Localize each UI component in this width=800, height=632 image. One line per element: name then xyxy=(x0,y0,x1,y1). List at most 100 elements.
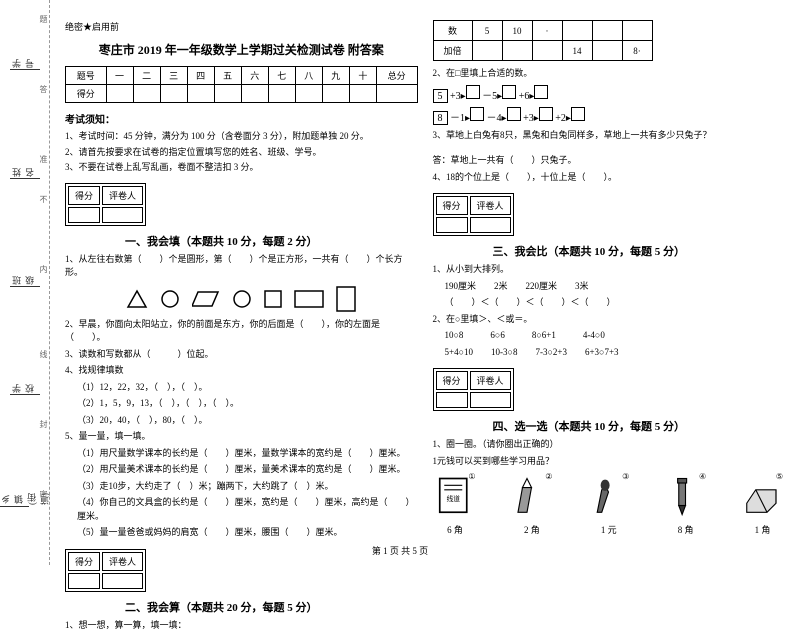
cell: 得分 xyxy=(66,85,107,103)
page-footer: 第 1 页 共 5 页 xyxy=(0,544,800,557)
exam-title: 枣庄市 2019 年一年级数学上学期过关检测试卷 附答案 xyxy=(65,41,418,58)
cell: 得分 xyxy=(436,196,468,215)
empty-box xyxy=(571,107,585,121)
box-value: 5 xyxy=(433,89,448,103)
cell: 5 xyxy=(472,21,502,41)
question: 1元钱可以买到哪些学习用品？ xyxy=(433,455,786,469)
section-score-box: 得分评卷人 xyxy=(433,368,514,411)
cell: 六 xyxy=(241,67,268,85)
item: ② 2 角 xyxy=(509,474,554,536)
op: －1 xyxy=(450,113,465,124)
mark: 内 xyxy=(38,265,49,273)
equation-row: 8 －1▸ －4▸ +3▸ +2▸ xyxy=(433,107,786,125)
item-label: 2 角 xyxy=(509,523,554,536)
cell xyxy=(592,41,622,61)
question: 3、草地上白兔有8只，黑兔和白兔同样多，草地上一共有多少只兔子？ xyxy=(433,129,786,143)
mark: 不 xyxy=(38,195,49,203)
cell: 14 xyxy=(562,41,592,61)
question: （1）用尺量数学课本的长约是（ ）厘米，量数学课本的宽约是（ ）厘米。 xyxy=(65,447,418,461)
notice-item: 3、不要在试卷上乱写乱画，卷面不整洁扣 3 分。 xyxy=(65,161,418,174)
right-column: 数 5 10 · 加倍 14 8 · xyxy=(433,20,786,535)
item-label: 8 角 xyxy=(663,523,708,536)
table-row: 得分 xyxy=(66,85,418,103)
binding-group: 班级 xyxy=(10,276,40,286)
op: －4 xyxy=(487,113,502,124)
table-row: 数 5 10 · xyxy=(433,21,652,41)
item-number: ① xyxy=(468,472,475,481)
op: +3 xyxy=(523,113,534,124)
cell: 四 xyxy=(187,67,214,85)
question: 4、18的个位上是（ ），十位上是（ ）。 xyxy=(433,171,786,185)
secret-label: 绝密★启用前 xyxy=(65,20,418,33)
cell xyxy=(472,41,502,61)
item-number: ② xyxy=(545,472,552,481)
parallelogram-icon xyxy=(192,290,220,308)
question: 2、在○里填＞、＜或＝。 xyxy=(433,313,786,327)
triangle-icon xyxy=(126,289,148,309)
binding-line xyxy=(10,394,40,395)
section-3-title: 三、我会比（本题共 10 分，每题 5 分） xyxy=(493,243,786,259)
item: ⑤ 1 角 xyxy=(740,474,785,536)
question: 1、从左往右数第（ ）个是圆形，第（ ）个是正方形，一共有（ ）个长方形。 xyxy=(65,253,418,280)
binding-label: 班级 xyxy=(10,276,36,286)
op: －5 xyxy=(482,91,497,102)
mark: 题 xyxy=(38,15,49,23)
binding-line xyxy=(10,69,40,70)
binding-label: 学校 xyxy=(10,384,36,394)
cell: 二 xyxy=(133,67,160,85)
cell xyxy=(622,21,652,41)
binding-line xyxy=(10,286,40,287)
question: （3）走10步，大约走了（ ）米；蹦两下，大约跳了（ ）米。 xyxy=(65,480,418,494)
cell: 题号 xyxy=(66,67,107,85)
mark: 答 xyxy=(38,85,49,93)
question: （4）你自己的文具盒的长约是（ ）厘米，宽约是（ ）厘米，高约是（ ）厘米。 xyxy=(65,496,418,523)
cell: 得分 xyxy=(436,371,468,390)
left-column: 绝密★启用前 枣庄市 2019 年一年级数学上学期过关检测试卷 附答案 题号 一… xyxy=(65,20,418,535)
item-number: ③ xyxy=(622,472,629,481)
cell: 评卷人 xyxy=(470,196,511,215)
item: ③ 1 元 xyxy=(586,474,631,536)
item-label: 1 元 xyxy=(586,523,631,536)
question: 4、找规律填数 xyxy=(65,364,418,378)
binding-label: 姓名 xyxy=(10,168,36,178)
cell: 10 xyxy=(502,21,532,41)
section-2-title: 二、我会算（本题共 20 分，每题 5 分） xyxy=(125,599,418,615)
cell xyxy=(592,21,622,41)
op: +3 xyxy=(450,91,461,102)
box-value: 8 xyxy=(433,111,448,125)
item: ① 线道 6 角 xyxy=(433,474,478,536)
empty-box xyxy=(466,85,480,99)
cell: 九 xyxy=(322,67,349,85)
binding-group: 学校 xyxy=(10,384,40,394)
question: 2、早晨，你面向太阳站立，你的前面是东方，你的后面是（ ），你的左面是（ ）。 xyxy=(65,318,418,345)
mark: 线 xyxy=(38,350,49,358)
items-row: ① 线道 6 角 ② 2 角 ③ 1 元 ④ 8 角 xyxy=(433,474,786,536)
question: 1、想一想，算一算，填一填： xyxy=(65,619,418,632)
item: ④ 8 角 xyxy=(663,474,708,536)
equation-row: 5 +3▸ －5▸ +6▸ xyxy=(433,85,786,103)
cell: 七 xyxy=(268,67,295,85)
answer-line: 答：草地上一共有（ ）只兔子。 xyxy=(433,154,786,168)
question: 10○8 6○6 8○6+1 4-4○0 xyxy=(433,329,786,343)
cell: 加倍 xyxy=(433,41,472,61)
cell xyxy=(562,21,592,41)
mark: 准 xyxy=(38,155,49,163)
question: 3、读数和写数都从（ ）位起。 xyxy=(65,348,418,362)
question: 2、在□里填上合适的数。 xyxy=(433,67,786,81)
question: 5+4○10 10-3○8 7-3○2+3 6+3○7+3 xyxy=(433,346,786,360)
notice-item: 2、请首先按要求在试卷的指定位置填写您的姓名、班级、学号。 xyxy=(65,146,418,159)
page-container: 题 学号 答 姓名 准 不 班级 内 学校 线 封 乡镇(街道) 密 xyxy=(0,0,800,565)
item-number: ⑤ xyxy=(776,472,783,481)
question: （ ）＜（ ）＜（ ）＜（ ） xyxy=(433,296,786,310)
binding-margin: 题 学号 答 姓名 准 不 班级 内 学校 线 封 乡镇(街道) 密 xyxy=(0,0,50,565)
cell: · xyxy=(532,21,562,41)
shapes-row xyxy=(65,286,418,312)
svg-text:线道: 线道 xyxy=(446,494,460,503)
question: 1、圈一圈。（请你圈出正确的） xyxy=(433,438,786,452)
empty-box xyxy=(502,85,516,99)
double-table: 数 5 10 · 加倍 14 8· xyxy=(433,20,653,61)
mark: 封 xyxy=(38,420,49,428)
empty-box xyxy=(507,107,521,121)
cell xyxy=(502,41,532,61)
item-number: ④ xyxy=(699,472,706,481)
